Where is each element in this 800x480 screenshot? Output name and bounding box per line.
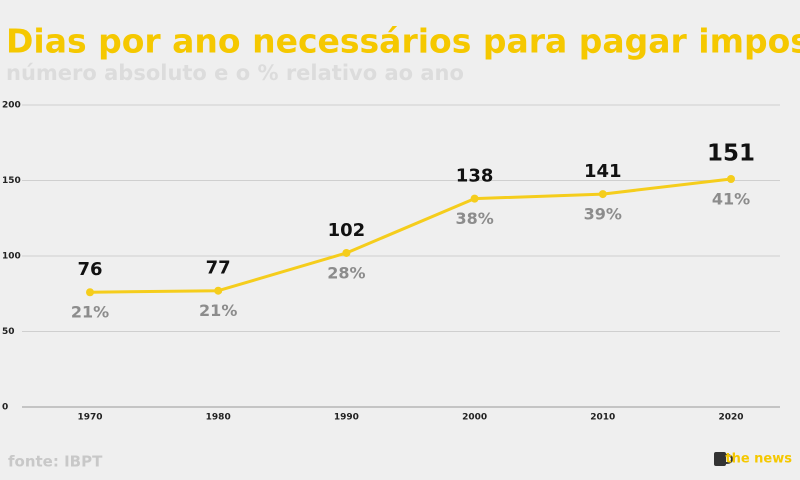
data-label: 151: [707, 140, 755, 166]
y-tick-label: 100: [2, 252, 21, 262]
point: [214, 286, 223, 295]
line: [89, 177, 732, 294]
point: [727, 174, 735, 183]
relative-label: 39%: [584, 205, 622, 224]
relative-label: 41%: [712, 189, 750, 208]
relative-label: 21%: [71, 303, 109, 322]
data-label: 141: [584, 161, 622, 182]
data-label: 77: [206, 258, 231, 279]
source: fonte: IBPT: [8, 453, 103, 471]
data-label: 138: [456, 166, 494, 187]
brand: the news: [725, 452, 792, 467]
relative-label: 28%: [327, 263, 365, 282]
chart-title: Dias por ano necessários para pagar impo…: [6, 22, 800, 61]
x-tick-label: 1970: [77, 413, 102, 423]
brand-icon: [714, 452, 734, 466]
x-tick-label: 2010: [590, 413, 615, 423]
x-tick-label: 1990: [334, 413, 359, 423]
point: [86, 288, 94, 297]
data-label: 102: [328, 220, 366, 241]
y-tick-label: 150: [2, 176, 21, 186]
point: [470, 194, 479, 203]
relative-label: 38%: [455, 209, 493, 228]
data-label: 76: [77, 259, 102, 280]
x-tick-label: 2020: [718, 413, 743, 423]
y-tick-label: 0: [2, 403, 8, 413]
y-tick-label: 50: [2, 327, 15, 337]
point: [342, 248, 351, 257]
chart-subtitle: número absoluto e o % relativo ao ano: [6, 61, 464, 85]
y-tick-label: 200: [2, 101, 21, 111]
x-tick-label: 1980: [206, 413, 231, 423]
relative-label: 21%: [199, 301, 237, 320]
x-tick-label: 2000: [462, 413, 487, 423]
point: [598, 190, 607, 199]
